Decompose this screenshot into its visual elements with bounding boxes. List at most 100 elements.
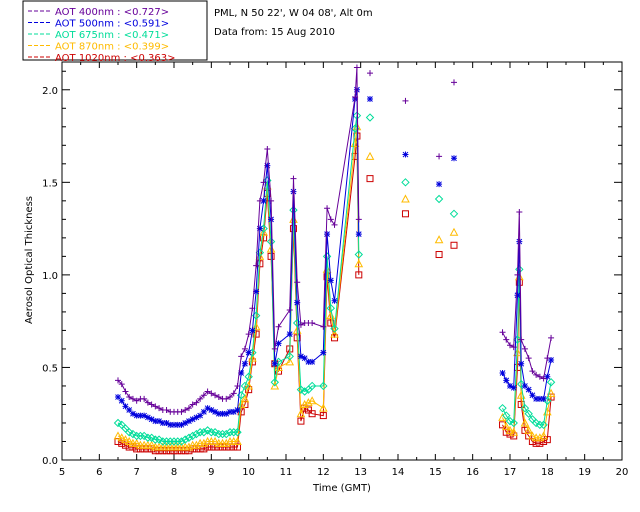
- data-point: [181, 447, 189, 455]
- data-point: [503, 377, 510, 384]
- data-point: [156, 418, 163, 425]
- data-point: [185, 405, 192, 412]
- data-point: [539, 420, 548, 430]
- data-point: [225, 428, 235, 437]
- series-3: [113, 122, 556, 451]
- data-point: [208, 407, 215, 414]
- data-point: [529, 368, 536, 375]
- y-tick-label: 2.0: [42, 86, 58, 97]
- series-line: [117, 67, 552, 413]
- data-point: [503, 336, 510, 343]
- data-point: [244, 381, 254, 390]
- x-axis-title: Time (GMT): [312, 483, 371, 494]
- data-point: [353, 64, 360, 71]
- data-point: [505, 425, 515, 434]
- data-point: [548, 334, 555, 341]
- data-point: [518, 336, 525, 343]
- data-point: [367, 70, 373, 77]
- data-point: [245, 331, 252, 338]
- data-point: [307, 396, 317, 405]
- data-point: [233, 436, 242, 445]
- data-point: [255, 248, 265, 257]
- data-point: [401, 178, 410, 187]
- x-tick-label: 16: [466, 467, 479, 478]
- data-point: [513, 348, 522, 357]
- data-point: [245, 349, 252, 356]
- data-point: [182, 407, 189, 414]
- data-point: [180, 435, 190, 444]
- data-point: [174, 421, 181, 428]
- data-point: [148, 401, 155, 408]
- data-point: [171, 421, 177, 428]
- data-point: [319, 381, 328, 391]
- data-point: [367, 96, 373, 103]
- data-point: [159, 447, 167, 455]
- data-point: [219, 410, 226, 417]
- data-point: [167, 421, 174, 428]
- data-point: [141, 395, 148, 402]
- data-point: [148, 416, 155, 423]
- data-point: [289, 205, 298, 215]
- data-point: [499, 329, 506, 336]
- data-point: [147, 433, 156, 442]
- series-layer: [113, 64, 556, 455]
- data-point: [156, 405, 163, 412]
- data-point: [230, 408, 237, 415]
- data-point: [193, 399, 200, 406]
- data-point: [221, 438, 231, 447]
- data-point: [355, 271, 363, 279]
- data-point: [118, 381, 125, 388]
- data-point: [501, 422, 511, 431]
- data-point: [203, 426, 212, 435]
- data-point: [189, 416, 196, 423]
- data-point: [240, 381, 250, 391]
- data-point: [285, 357, 295, 366]
- data-point: [355, 231, 362, 238]
- data-point: [528, 431, 537, 440]
- data-point: [286, 307, 293, 314]
- data-point: [124, 428, 134, 437]
- data-point: [148, 445, 156, 453]
- data-point: [174, 447, 182, 455]
- data-point: [543, 436, 551, 444]
- data-point: [506, 430, 514, 438]
- data-point: [270, 381, 280, 390]
- data-point: [544, 373, 551, 380]
- x-tick-label: 7: [133, 467, 139, 478]
- data-point: [322, 252, 332, 261]
- series-1: [115, 86, 555, 428]
- data-point: [223, 410, 230, 417]
- data-point: [192, 429, 201, 439]
- data-point: [204, 388, 211, 395]
- data-point: [208, 390, 215, 397]
- data-point: [253, 262, 260, 269]
- legend-label: AOT 675nm : <0.471>: [55, 30, 169, 41]
- data-point: [256, 225, 263, 232]
- data-point: [144, 399, 151, 406]
- data-point: [118, 397, 125, 404]
- data-point: [518, 360, 525, 367]
- data-point: [188, 431, 197, 441]
- data-point: [507, 382, 513, 389]
- data-point: [355, 216, 362, 223]
- legend: AOT 400nm : <0.727>AOT 500nm : <0.591>AO…: [28, 7, 175, 64]
- data-point: [236, 399, 246, 408]
- data-point: [177, 437, 186, 446]
- data-point: [294, 299, 301, 306]
- series-0: [115, 64, 555, 415]
- data-point: [548, 357, 555, 364]
- data-point: [264, 162, 271, 169]
- data-point: [326, 303, 336, 313]
- chart-title: PML, N 50 22', W 04 08', Alt 0m: [214, 8, 373, 19]
- data-point: [152, 418, 159, 425]
- data-point: [525, 386, 532, 393]
- data-point: [274, 357, 283, 367]
- data-point: [296, 385, 306, 394]
- data-point: [256, 197, 263, 204]
- x-tick-label: 11: [280, 467, 293, 478]
- data-point: [330, 324, 339, 333]
- data-point: [170, 447, 178, 455]
- data-point: [182, 419, 189, 426]
- data-point: [365, 113, 375, 122]
